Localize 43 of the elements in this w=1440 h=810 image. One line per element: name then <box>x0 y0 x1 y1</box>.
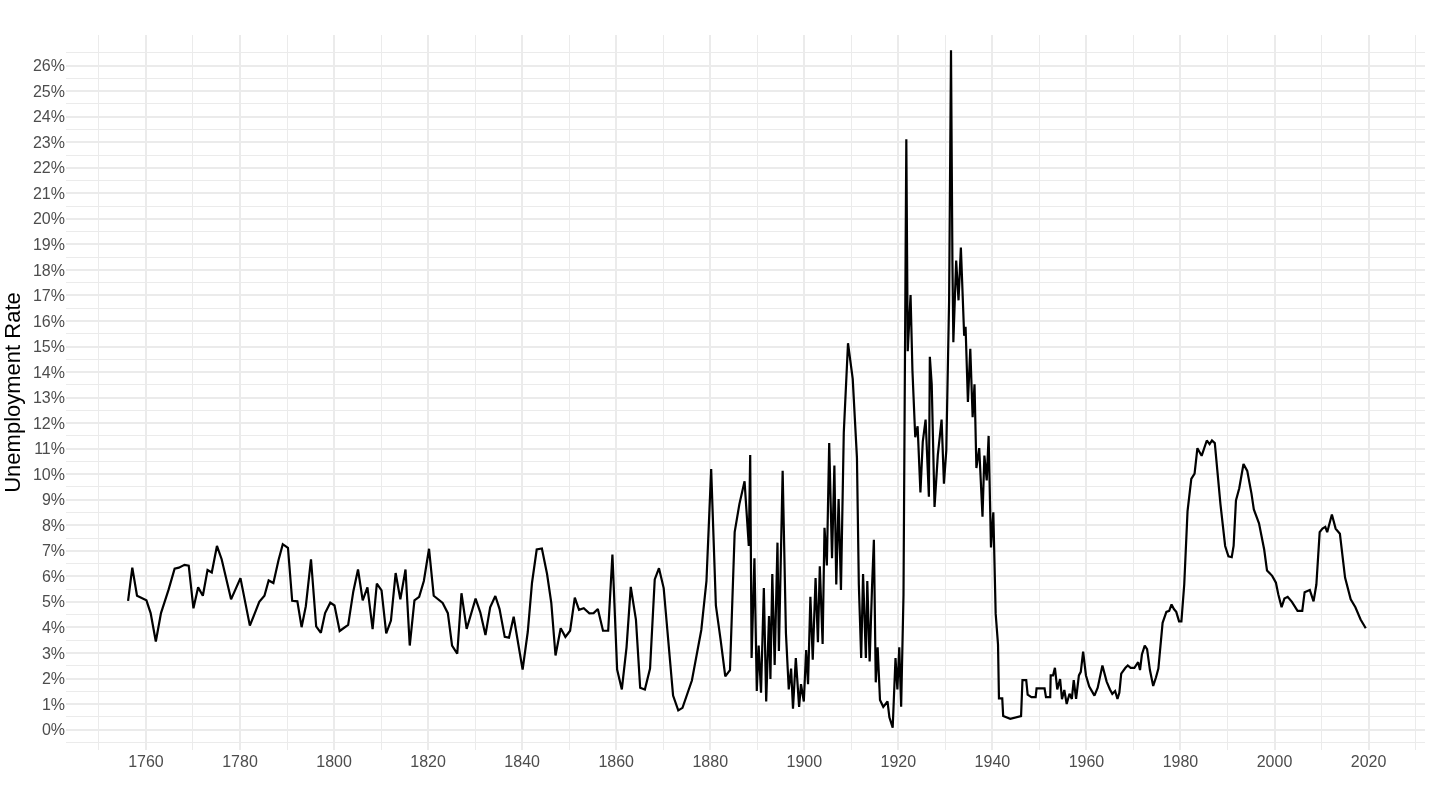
y-tick-label: 19% <box>32 235 65 253</box>
y-tick-label: 5% <box>41 593 65 611</box>
line-series <box>126 49 1367 729</box>
x-tick-label: 1920 <box>880 753 917 770</box>
y-tick-label: 9% <box>41 491 65 509</box>
y-tick-label: 11% <box>34 440 65 458</box>
x-tick-label: 1760 <box>128 753 164 770</box>
x-tick-label: 2020 <box>1350 753 1387 770</box>
y-tick-label: 13% <box>32 389 65 407</box>
x-tick-label: 2000 <box>1256 753 1293 770</box>
y-tick-label: 24% <box>32 108 65 126</box>
y-tick-label: 6% <box>41 567 65 585</box>
x-tick-label: 1880 <box>692 753 729 770</box>
y-tick-label: 21% <box>32 184 65 202</box>
y-tick-label: 23% <box>32 133 65 151</box>
y-axis-title: Unemployment Rate <box>0 292 25 493</box>
x-tick-label: 1780 <box>222 753 258 770</box>
y-tick-label: 3% <box>41 644 65 662</box>
y-tick-label: 0% <box>41 721 65 739</box>
y-tick-label: 17% <box>32 287 65 305</box>
y-tick-label: 10% <box>32 465 65 483</box>
y-tick-label: 18% <box>32 261 65 279</box>
x-tick-label: 1860 <box>598 753 635 770</box>
y-tick-label: 12% <box>32 414 65 432</box>
x-tick-label: 1900 <box>786 753 823 770</box>
x-tick-label: 1800 <box>316 753 352 770</box>
x-tick-label: 1960 <box>1068 753 1105 770</box>
y-tick-label: 4% <box>41 619 65 637</box>
y-tick-label: 26% <box>32 57 65 75</box>
y-tick-label: 25% <box>32 82 65 100</box>
y-tick-label: 22% <box>32 159 65 177</box>
x-tick-label: 1940 <box>974 753 1011 770</box>
x-tick-label: 1820 <box>410 753 446 770</box>
y-tick-label: 8% <box>41 516 65 534</box>
y-tick-label: 7% <box>41 542 65 560</box>
y-tick-label: 14% <box>32 363 65 381</box>
y-tick-label: 15% <box>32 338 65 356</box>
x-tick-label: 1980 <box>1162 753 1199 770</box>
y-tick-label: 2% <box>41 670 65 688</box>
x-tick-label: 1840 <box>504 753 541 770</box>
y-tick-label: 16% <box>32 312 65 330</box>
y-tick-label: 1% <box>41 695 65 713</box>
y-tick-label: 20% <box>32 210 65 228</box>
